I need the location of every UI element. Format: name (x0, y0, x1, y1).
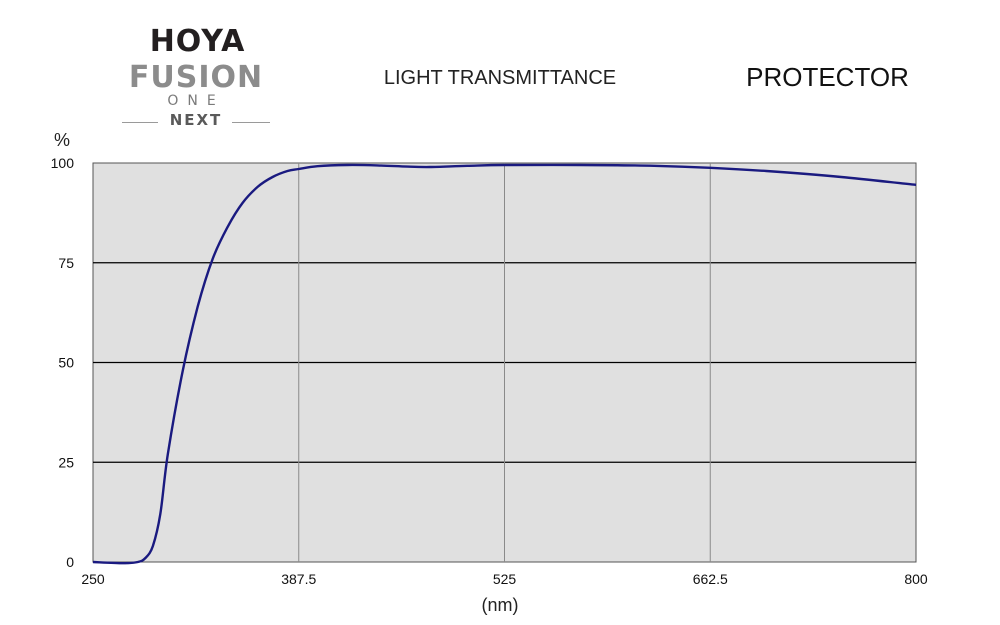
y-axis-unit-label: % (54, 130, 70, 150)
y-tick-label: 0 (66, 554, 74, 570)
x-tick-label: 800 (904, 571, 928, 587)
brand-logo: HOYA (149, 24, 246, 59)
y-tick-label: 25 (58, 454, 74, 470)
transmittance-curve (92, 163, 917, 565)
logo-divider-left (122, 122, 158, 123)
x-tick-label: 387.5 (281, 571, 316, 587)
gridlines (93, 163, 916, 562)
logo-divider-right (232, 122, 270, 123)
x-axis-unit-label: (nm) (482, 595, 519, 615)
tick-labels: 0 25 50 75 100 250 387.5 525 662.5 800 (51, 155, 928, 587)
product-line-logo: FUSION (128, 60, 264, 95)
y-tick-label: 75 (58, 255, 74, 271)
x-tick-label: 525 (493, 571, 517, 587)
product-line-logo-sub: ONE (167, 93, 225, 109)
y-tick-label: 50 (58, 355, 74, 371)
product-label: PROTECTOR (746, 62, 909, 92)
product-line-logo-next: NEXT (169, 111, 223, 129)
x-tick-label: 662.5 (693, 571, 728, 587)
y-tick-label: 100 (51, 155, 75, 171)
chart-title: LIGHT TRANSMITTANCE (383, 67, 617, 89)
x-tick-label: 250 (81, 571, 105, 587)
